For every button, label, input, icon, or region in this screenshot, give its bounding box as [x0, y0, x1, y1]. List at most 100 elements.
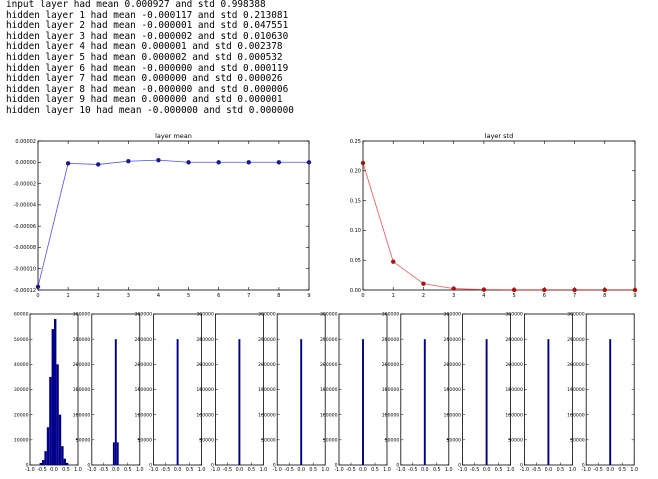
- x-tick-label: 1.0: [507, 467, 515, 473]
- x-tick-label: 0.0: [545, 467, 553, 473]
- y-tick-label: 0: [520, 463, 523, 469]
- x-tick-label: -1.0: [582, 467, 591, 473]
- x-tick-label: -0.5: [532, 467, 541, 473]
- x-tick-label: 3: [452, 293, 455, 299]
- x-tick-label: 0.5: [124, 467, 132, 473]
- x-tick-label: 1.0: [630, 467, 638, 473]
- histogram-bar: [46, 427, 50, 465]
- data-point: [481, 287, 487, 292]
- histogram-bar: [58, 414, 62, 465]
- histogram-bar: [42, 459, 45, 465]
- data-point: [186, 160, 191, 165]
- x-tick-label: 0.0: [421, 467, 429, 473]
- y-tick-label: 0.15: [350, 198, 361, 204]
- y-tick-label: -0.00008: [14, 245, 36, 251]
- y-tick-label: -0.00002: [14, 181, 36, 187]
- x-tick-label: -1.0: [396, 467, 405, 473]
- y-tick-label: 100000: [320, 412, 338, 418]
- x-tick-label: 4: [482, 293, 485, 299]
- x-tick-label: 4: [157, 293, 160, 299]
- y-tick-label: 20000: [14, 412, 29, 418]
- y-tick-label: 0: [273, 463, 276, 469]
- console-line: hidden layer 10 had mean -0.000000 and s…: [6, 104, 294, 116]
- data-point: [276, 160, 282, 165]
- x-tick-label: 0.5: [557, 467, 565, 473]
- histogram-bar: [66, 462, 69, 465]
- y-tick-label: 100000: [73, 412, 91, 418]
- y-tick-label: 0: [149, 463, 152, 469]
- histogram-bar: [39, 462, 42, 465]
- y-tick-label: 300000: [567, 312, 585, 318]
- x-tick-label: 0.0: [606, 467, 614, 473]
- x-tick-label: 3: [127, 293, 130, 299]
- y-tick-label: 50000: [385, 437, 400, 443]
- x-tick-label: -0.5: [37, 467, 46, 473]
- x-tick-label: 1: [392, 293, 395, 299]
- x-tick-label: 0.0: [174, 467, 182, 473]
- y-tick-label: 300000: [196, 312, 214, 318]
- x-tick-label: -0.5: [594, 467, 603, 473]
- histogram-bar: [547, 339, 550, 465]
- histogram-bar: [300, 339, 303, 465]
- data-point: [602, 287, 607, 293]
- plot-frame: [37, 140, 310, 291]
- x-tick-label: 1.0: [198, 467, 206, 473]
- x-tick-label: 7: [247, 293, 250, 299]
- y-tick-label: -0.00010: [14, 267, 36, 273]
- y-tick-label: 0: [87, 463, 90, 469]
- x-tick-label: -1.0: [273, 467, 282, 473]
- x-tick-label: 0.5: [495, 467, 503, 473]
- x-tick-label: 0: [36, 293, 39, 299]
- y-tick-label: 0.00: [350, 288, 361, 294]
- y-tick-label: 150000: [505, 387, 523, 393]
- x-tick-label: 0.5: [433, 467, 441, 473]
- x-tick-label: 0.5: [371, 467, 379, 473]
- x-tick-label: 0.0: [50, 467, 58, 473]
- y-tick-label: 150000: [258, 387, 276, 393]
- x-tick-label: 0.5: [248, 467, 256, 473]
- x-tick-label: -0.5: [161, 467, 170, 473]
- y-tick-label: 250000: [567, 337, 585, 343]
- console-line: hidden layer 6 had mean -0.000000 and st…: [6, 62, 289, 74]
- histogram-bar: [61, 446, 64, 465]
- y-tick-label: -0.00012: [14, 288, 36, 294]
- y-tick-label: 0.10: [350, 228, 361, 234]
- y-tick-label: 200000: [505, 362, 523, 368]
- y-tick-label: 200000: [258, 362, 276, 368]
- y-tick-label: 150000: [444, 387, 462, 393]
- x-tick-label: 1.0: [383, 467, 391, 473]
- y-tick-label: 150000: [196, 387, 214, 393]
- console-line: hidden layer 8 had mean -0.000000 and st…: [6, 83, 289, 95]
- x-tick-label: 6: [543, 293, 546, 299]
- x-tick-label: 5: [187, 293, 190, 299]
- console-line: hidden layer 9 had mean 0.000000 and std…: [6, 94, 283, 106]
- x-tick-label: -1.0: [520, 467, 529, 473]
- data-point: [632, 287, 638, 293]
- console-line: hidden layer 5 had mean 0.000002 and std…: [6, 51, 283, 63]
- data-point: [216, 160, 221, 165]
- console-output: input layer had mean 0.000927 and std 0.…: [6, 0, 294, 117]
- y-tick-label: 300000: [320, 312, 338, 318]
- data-point: [156, 157, 161, 163]
- y-tick-label: 50000: [199, 437, 214, 443]
- y-tick-label: 200000: [196, 362, 214, 368]
- histogram-bar: [112, 442, 115, 465]
- x-tick-label: 0.5: [309, 467, 317, 473]
- chart-title: layer std: [485, 132, 513, 140]
- x-tick-label: 2: [422, 293, 425, 299]
- x-tick-label: -1.0: [87, 467, 96, 473]
- y-tick-label: 100000: [444, 412, 462, 418]
- y-tick-label: 200000: [567, 362, 585, 368]
- x-tick-label: 1.0: [136, 467, 144, 473]
- x-tick-label: 0: [361, 293, 364, 299]
- data-point: [421, 281, 426, 286]
- x-tick-label: -0.5: [470, 467, 479, 473]
- series-line: [37, 159, 309, 287]
- y-tick-label: 0: [396, 463, 399, 469]
- y-tick-label: 100000: [382, 412, 400, 418]
- y-tick-label: 300000: [135, 312, 153, 318]
- x-tick-label: -0.5: [223, 467, 232, 473]
- histogram-bar: [54, 319, 57, 465]
- series-line: [362, 162, 636, 291]
- x-tick-label: 9: [307, 293, 310, 299]
